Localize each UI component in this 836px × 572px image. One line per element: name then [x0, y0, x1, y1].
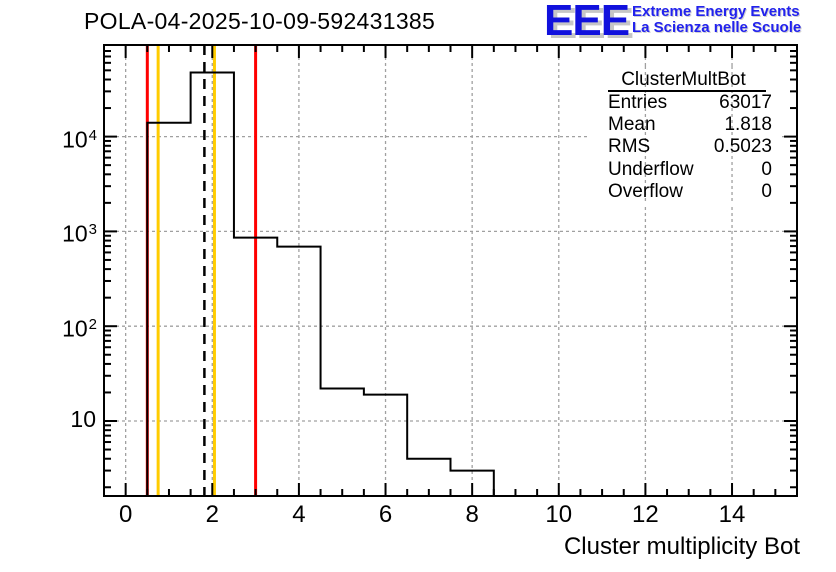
stats-row-entries: Entries 63017 [588, 92, 779, 114]
stats-value: 0 [761, 159, 772, 180]
x-tick-label: 6 [378, 501, 393, 528]
plot-title: POLA-04-2025-10-09-592431385 [84, 8, 436, 34]
logo-subtitle-line2: La Scienza nelle Scuole [632, 19, 802, 36]
x-tick-label: 10 [545, 501, 573, 528]
stats-label: RMS [608, 136, 651, 157]
stats-box: ClusterMultBot Entries 63017 Mean 1.818 … [588, 66, 779, 204]
stats-value: 1.818 [724, 114, 772, 135]
stats-value: 0 [761, 181, 772, 202]
stats-row-rms: RMS 0.5023 [588, 136, 779, 158]
x-tick-label: 0 [118, 501, 133, 528]
y-tick-label: 104 [62, 126, 97, 153]
x-tick-label: 8 [465, 501, 479, 528]
stats-label: Entries [608, 92, 668, 113]
y-tick-label: 10 [70, 406, 96, 432]
stats-row-mean: Mean 1.818 [588, 114, 779, 136]
logo-subtitle-line1: Extreme Energy Events [632, 3, 800, 20]
x-axis-title: Cluster multiplicity Bot [563, 533, 800, 560]
x-tick-label: 4 [292, 501, 306, 528]
x-tick-label: 14 [718, 501, 746, 528]
x-tick-label: 2 [205, 501, 219, 528]
stats-box-title: ClusterMultBot [621, 69, 746, 90]
stats-value: 63017 [719, 92, 772, 113]
x-tick-label: 12 [632, 501, 659, 528]
stats-row-overflow: Overflow 0 [588, 181, 779, 203]
stats-label: Underflow [608, 159, 694, 180]
stats-value: 0.5023 [713, 136, 772, 157]
histogram-step-line [146, 71, 797, 497]
eee-logo-icon: EEE [544, 0, 630, 45]
stats-label: Overflow [608, 181, 683, 202]
y-tick-label: 103 [62, 221, 97, 248]
y-tick-label: 102 [62, 315, 97, 342]
stats-row-underflow: Underflow 0 [588, 159, 779, 181]
stats-label: Mean [608, 114, 656, 135]
stats-title-divider [608, 90, 766, 92]
stats-box-background [588, 66, 779, 204]
